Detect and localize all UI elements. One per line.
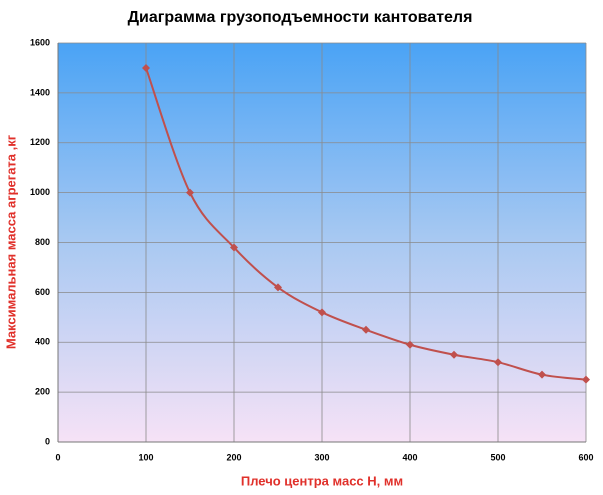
point-marker	[450, 350, 458, 359]
point-marker	[230, 243, 238, 252]
chart-title: Диаграмма грузоподъемности кантователя	[128, 9, 473, 26]
point-marker	[582, 375, 590, 384]
y-tick-label: 1000	[30, 187, 50, 197]
point-marker	[494, 358, 502, 367]
point-marker	[406, 340, 414, 349]
x-tick-label: 0	[55, 452, 60, 462]
y-tick-label: 1600	[30, 37, 50, 47]
x-tick-label: 400	[402, 452, 417, 462]
point-marker	[186, 188, 194, 197]
y-axis-label: Максимальная масса агрегата ,кг	[3, 134, 18, 349]
series-line	[145, 67, 587, 381]
y-tick-label: 0	[45, 436, 50, 446]
y-tick-label: 1400	[30, 87, 50, 97]
point-marker	[362, 325, 370, 334]
x-tick-label: 300	[314, 452, 329, 462]
x-tick-label: 100	[138, 452, 153, 462]
x-tick-label: 600	[578, 452, 593, 462]
point-marker	[142, 63, 150, 72]
x-tick-label: 500	[490, 452, 505, 462]
point-marker	[538, 370, 546, 379]
point-marker	[318, 308, 326, 317]
point-marker	[274, 283, 282, 292]
y-tick-label: 600	[35, 287, 50, 297]
y-tick-label: 1200	[30, 137, 50, 147]
x-axis-label: Плечо центра масс Н, мм	[241, 473, 403, 488]
y-tick-label: 400	[35, 337, 50, 347]
x-tick-label: 200	[226, 452, 241, 462]
y-tick-label: 200	[35, 387, 50, 397]
y-tick-label: 800	[35, 237, 50, 247]
